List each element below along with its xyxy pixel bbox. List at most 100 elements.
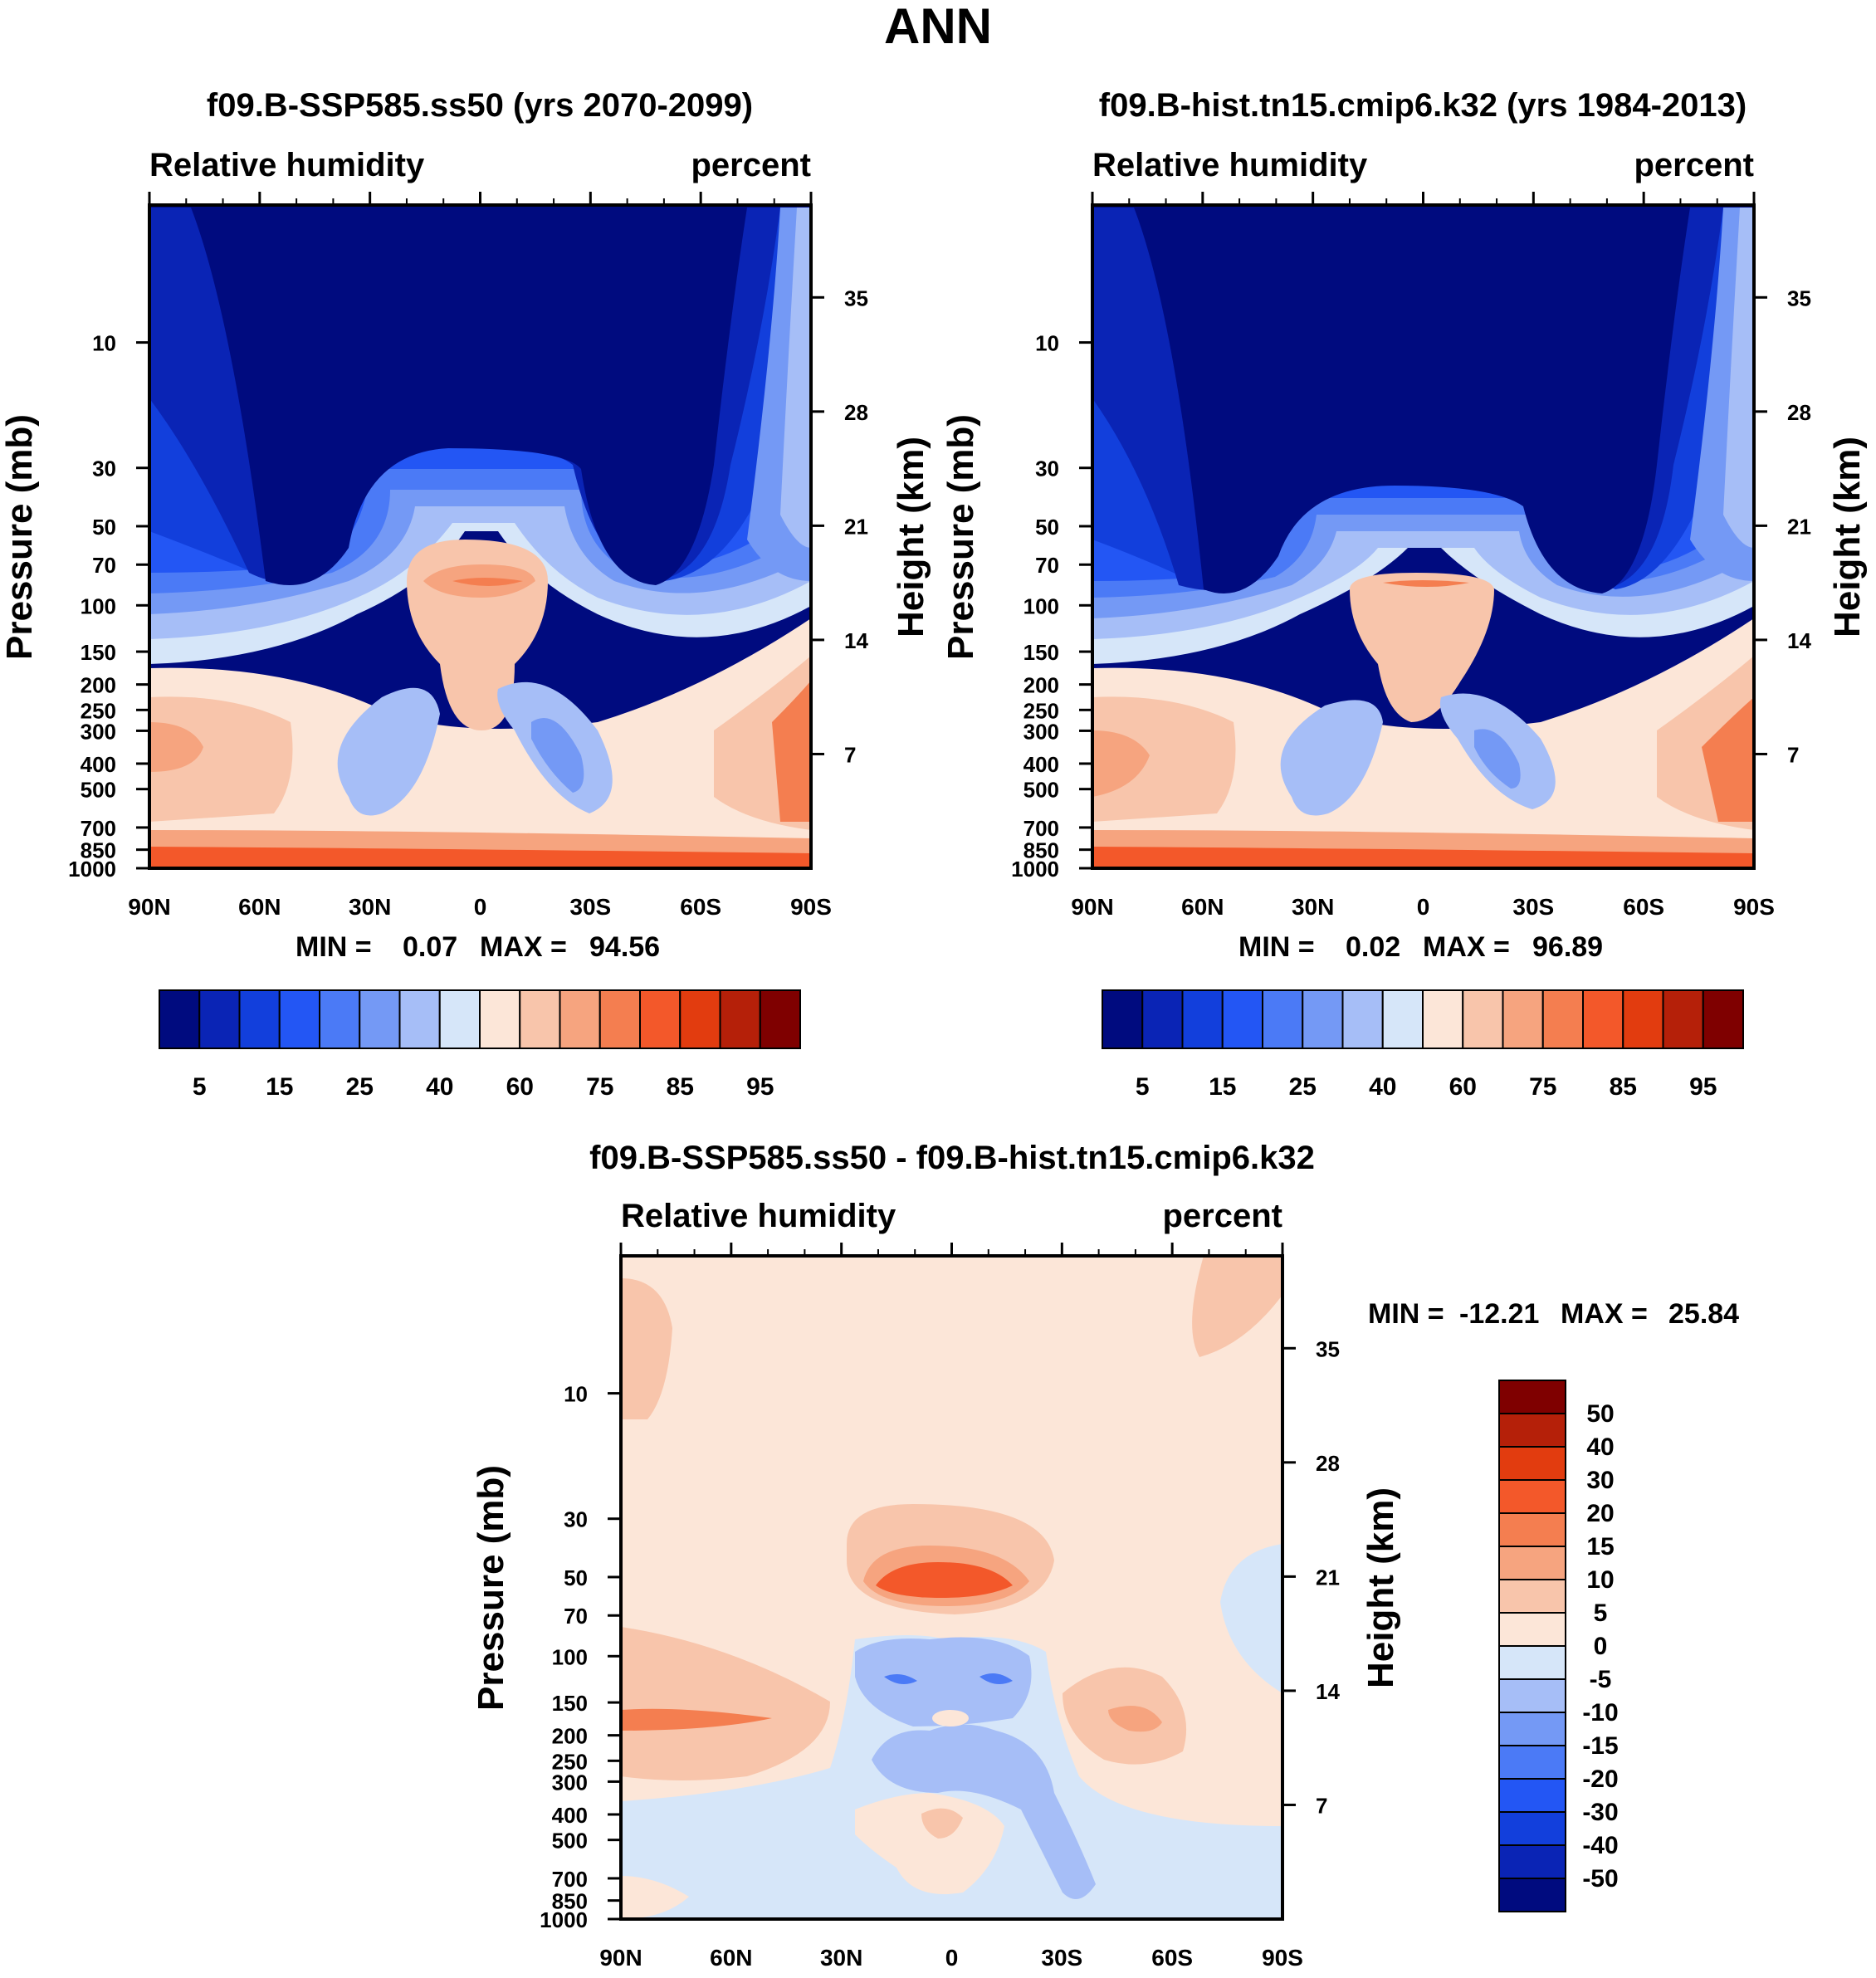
colorbar-label: 60	[1449, 1073, 1477, 1101]
x-tick-label: 60S	[680, 894, 721, 920]
panel-3-dry-mid	[872, 1724, 1096, 1899]
y-tick-label: 70	[564, 1604, 588, 1629]
colorbar-swatch	[1498, 1579, 1566, 1614]
y-tick-label: 1000	[1011, 857, 1059, 882]
y-tick-label: 1000	[68, 857, 116, 882]
y2-tick-label: 14	[1316, 1679, 1340, 1704]
x-tick-label: 90N	[1071, 894, 1113, 920]
colorbar-swatch	[1502, 989, 1544, 1049]
x-tick-label: 30N	[349, 894, 391, 920]
panel-2-band-warm-1	[1092, 696, 1236, 822]
colorbar-swatch	[398, 989, 441, 1049]
panel-2-band-warm-south-2	[1702, 697, 1754, 822]
colorbar-label: -30	[1582, 1799, 1618, 1826]
colorbar-swatch	[598, 989, 641, 1049]
y2-tick-label: 28	[1316, 1451, 1340, 1476]
x-tick-label: 60N	[1181, 894, 1224, 920]
y-tick-label: 700	[81, 816, 116, 841]
panel-3-blob-nw	[621, 1278, 672, 1419]
figure-title: ANN	[884, 0, 992, 54]
panel-2-max-label: MAX =	[1423, 931, 1510, 963]
colorbar-swatch	[1622, 989, 1664, 1049]
panel-2-dry-lobe-north	[1280, 700, 1383, 816]
colorbar-label: 95	[746, 1073, 774, 1101]
panel-2-surface-2	[1092, 847, 1754, 868]
y-tick-label: 300	[81, 719, 116, 744]
colorbar-swatch	[1498, 1745, 1566, 1780]
panel-1-variable: Relative humidity	[149, 147, 425, 183]
panel-3-dry-east	[1220, 1544, 1282, 1693]
x-tick-label: 0	[945, 1945, 959, 1971]
x-tick-label: 30S	[1512, 894, 1554, 920]
panel-1: f09.B-SSP585.ss50 (yrs 2070-2099) Relati…	[0, 87, 931, 1101]
colorbar-label: -20	[1582, 1766, 1618, 1793]
panel-1-layer-000b7f	[191, 208, 747, 585]
colorbar-label: 20	[1586, 1500, 1614, 1527]
colorbar-swatch	[1498, 1878, 1566, 1912]
y-tick-label: 850	[552, 1889, 588, 1914]
colorbar-swatch	[679, 989, 721, 1049]
colorbar-swatch	[1302, 989, 1344, 1049]
colorbar-swatch	[1498, 1778, 1566, 1813]
x-tick-label: 60S	[1623, 894, 1664, 920]
colorbar-label: 5	[1594, 1599, 1608, 1627]
y-tick-label: 200	[81, 673, 116, 698]
y-tick-label: 250	[552, 1749, 588, 1774]
y2-tick-label: 35	[1787, 286, 1811, 310]
y2-tick-label: 14	[1787, 628, 1811, 653]
colorbar-swatch	[1462, 989, 1504, 1049]
colorbar-swatch	[319, 989, 361, 1049]
x-tick-label: 60N	[710, 1945, 752, 1971]
colorbar-label: 5	[1136, 1073, 1150, 1101]
panel-3-min-value: -12.21	[1459, 1298, 1539, 1330]
y-tick-label: 50	[92, 515, 116, 540]
y-tick-label: 500	[1023, 778, 1059, 803]
panel-1-surface-2	[149, 847, 811, 868]
panel-1-units: percent	[691, 147, 812, 183]
colorbar-label: 30	[1586, 1467, 1614, 1494]
colorbar-label: 5	[193, 1073, 207, 1101]
x-tick-label: 30S	[569, 894, 611, 920]
colorbar-swatch	[159, 989, 201, 1049]
y-tick-label: 30	[564, 1507, 588, 1532]
y-tick-label: 500	[552, 1829, 588, 1853]
panel-2-min-label: MIN =	[1238, 931, 1315, 963]
panel-1-field	[149, 205, 811, 868]
colorbar-swatch	[1498, 1811, 1566, 1846]
y-tick-label: 10	[92, 331, 116, 356]
x-tick-label: 60S	[1151, 1945, 1193, 1971]
colorbar-label: 15	[1209, 1073, 1236, 1101]
panel-2-tropical-core	[1383, 580, 1469, 587]
panel-1-y2label: Height (km)	[891, 437, 931, 637]
colorbar-label: 60	[506, 1073, 534, 1101]
colorbar-label: 10	[1586, 1566, 1614, 1594]
panel-3-title: f09.B-SSP585.ss50 - f09.B-hist.tn15.cmip…	[589, 1140, 1315, 1176]
y-tick-label: 300	[552, 1770, 588, 1795]
y2-tick-label: 7	[1787, 742, 1799, 767]
panel-3-field	[621, 1256, 1282, 1919]
y-tick-label: 10	[564, 1382, 588, 1407]
panel-3-units: percent	[1163, 1198, 1283, 1234]
y-tick-label: 400	[552, 1803, 588, 1828]
colorbar-swatch	[1141, 989, 1184, 1049]
panel-2-tropical-blob	[1350, 573, 1494, 722]
panel-3-wedge-north	[621, 1627, 830, 1780]
colorbar-swatch	[519, 989, 561, 1049]
y-tick-label: 500	[81, 778, 116, 803]
colorbar-swatch	[1498, 1380, 1566, 1414]
panel-1-band-warm-1	[149, 696, 293, 822]
panel-3-max-label: MAX =	[1561, 1298, 1648, 1330]
y-tick-label: 850	[1023, 838, 1059, 863]
panel-1-min-label: MIN =	[296, 931, 372, 963]
panel-2-max-value: 96.89	[1532, 931, 1603, 963]
colorbar-label: 85	[1610, 1073, 1637, 1101]
panel-3-moist-southwest	[621, 1876, 689, 1919]
colorbar-swatch	[1498, 1645, 1566, 1680]
panel-3-blob-ne	[1192, 1256, 1282, 1357]
panel-2-variable: Relative humidity	[1092, 147, 1368, 183]
colorbar-label: -15	[1582, 1732, 1618, 1760]
panel-1-max-value: 94.56	[589, 931, 660, 963]
y-tick-label: 700	[1023, 816, 1059, 841]
